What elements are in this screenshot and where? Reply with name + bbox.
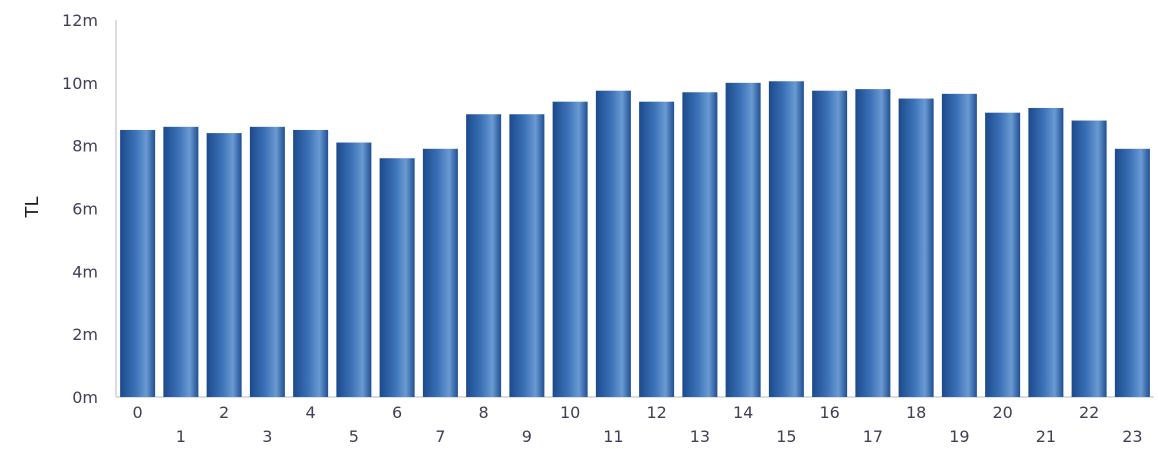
bar-6 <box>379 158 415 397</box>
x-tick-label: 18 <box>906 403 926 422</box>
y-tick-label: 4m <box>72 262 98 281</box>
x-tick-label: 11 <box>603 427 623 446</box>
bar-5 <box>336 142 372 397</box>
x-tick-label: 22 <box>1079 403 1099 422</box>
bar-23 <box>1114 148 1150 397</box>
bar-8 <box>466 114 502 397</box>
x-tick-label: 0 <box>133 403 143 422</box>
bar-19 <box>941 93 977 398</box>
x-tick-label: 20 <box>992 403 1012 422</box>
y-axis-title: TL <box>22 196 43 218</box>
x-tick-label: 10 <box>560 403 580 422</box>
x-tick-label: 19 <box>949 427 969 446</box>
bars <box>120 81 1150 398</box>
x-tick-label: 6 <box>392 403 402 422</box>
x-tick-label: 17 <box>863 427 883 446</box>
bar-1 <box>163 126 199 398</box>
bar-15 <box>768 81 804 397</box>
bar-18 <box>898 98 934 398</box>
x-tick-label: 5 <box>349 427 359 446</box>
y-tick-label: 2m <box>72 325 98 344</box>
bar-0 <box>120 129 156 398</box>
y-tick-label: 10m <box>62 74 98 93</box>
x-tick-label: 3 <box>262 427 272 446</box>
x-tick-label: 2 <box>219 403 229 422</box>
bar-14 <box>725 82 761 397</box>
bar-10 <box>552 101 588 397</box>
x-tick-label: 8 <box>479 403 489 422</box>
bar-2 <box>206 133 242 397</box>
bar-21 <box>1028 107 1064 397</box>
bar-12 <box>639 101 675 397</box>
y-tick-label: 6m <box>72 200 98 219</box>
x-tick-label: 14 <box>733 403 753 422</box>
bar-16 <box>812 90 848 397</box>
bar-13 <box>682 92 718 397</box>
bar-20 <box>985 112 1021 397</box>
x-tick-label: 9 <box>522 427 532 446</box>
bar-9 <box>509 114 545 397</box>
x-tick-label: 7 <box>435 427 445 446</box>
bar-17 <box>855 89 891 397</box>
bar-22 <box>1071 120 1107 398</box>
x-tick-label: 12 <box>646 403 666 422</box>
x-tick-label: 13 <box>690 427 710 446</box>
x-tick-label: 21 <box>1036 427 1056 446</box>
y-tick-label: 12m <box>62 11 98 30</box>
x-tick-label: 4 <box>306 403 316 422</box>
y-axis: 0m 2m 4m 6m 8m 10m 12m <box>62 11 117 407</box>
x-tick-label: 23 <box>1122 427 1142 446</box>
x-tick-label: 1 <box>176 427 186 446</box>
y-tick-label: 0m <box>72 388 98 407</box>
bar-3 <box>249 126 285 398</box>
bar-11 <box>595 90 631 397</box>
x-tick-label: 16 <box>819 403 839 422</box>
x-tick-label: 15 <box>776 427 796 446</box>
y-tick-label: 8m <box>72 137 98 156</box>
bar-7 <box>422 148 458 397</box>
bar-4 <box>293 129 329 398</box>
